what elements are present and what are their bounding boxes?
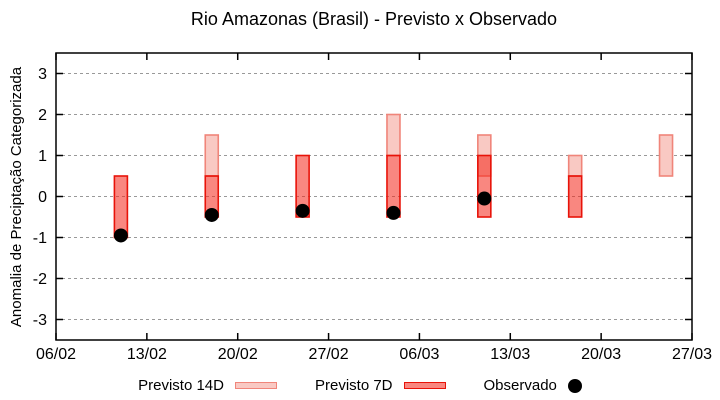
- y-tick-label: 0: [38, 189, 47, 206]
- legend: Previsto 14D Previsto 7D Observado: [0, 377, 720, 394]
- forecast-7d-bar: [113, 175, 129, 239]
- previsto-7d-swatch: [403, 382, 446, 389]
- observed-dot: [386, 205, 401, 220]
- y-tick-label: 3: [38, 66, 47, 83]
- legend-label-observado: Observado: [483, 377, 557, 394]
- x-tick-label: 20/03: [581, 346, 621, 363]
- forecast-14d-bar: [658, 134, 674, 177]
- forecast-7d-bar: [477, 154, 492, 218]
- legend-label-previsto-14d: Previsto 14D: [138, 377, 224, 394]
- observed-dot: [204, 207, 219, 222]
- observed-dot: [113, 228, 128, 243]
- y-tick-label: -2: [33, 271, 47, 288]
- x-tick-label: 27/03: [672, 346, 712, 363]
- plot-border: [55, 52, 693, 341]
- legend-item-observado: Observado: [484, 377, 582, 394]
- legend-item-previsto-14d: Previsto 14D: [138, 377, 277, 394]
- observed-dot: [295, 203, 310, 218]
- x-tick-label: 20/02: [218, 346, 258, 363]
- x-tick-label: 13/03: [490, 346, 530, 363]
- forecast-7d-bar: [567, 175, 583, 218]
- x-tick-label: 27/02: [309, 346, 349, 363]
- chart-title: Rio Amazonas (Brasil) - Previsto x Obser…: [190, 9, 558, 29]
- y-tick-label: 1: [38, 148, 47, 165]
- observed-dot: [477, 191, 492, 206]
- observado-dot-swatch: [567, 378, 582, 393]
- y-tick-label: -1: [33, 230, 47, 247]
- legend-label-previsto-7d: Previsto 7D: [314, 377, 393, 394]
- forecast-14d-bar: [386, 113, 401, 157]
- forecast-14d-bar: [567, 154, 583, 177]
- x-tick-label: 06/02: [36, 346, 76, 363]
- legend-item-previsto-7d: Previsto 7D: [315, 377, 446, 394]
- previsto-14d-swatch: [234, 382, 277, 389]
- y-tick-label: -3: [33, 312, 47, 329]
- forecast-14d-bar: [204, 134, 220, 177]
- x-tick-label: 06/03: [399, 346, 439, 363]
- x-tick-label: 13/02: [127, 346, 167, 363]
- y-tick-label: 2: [38, 107, 47, 124]
- plot-area: 3 2 1 0 -1 -2 -3 06/02 13/02 20/02 27/02 06/03 13/03…: [33, 52, 712, 363]
